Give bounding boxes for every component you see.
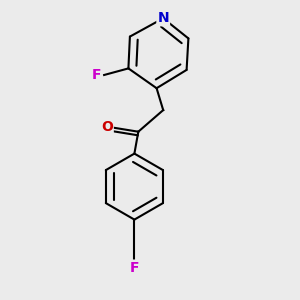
Text: O: O	[101, 120, 113, 134]
Text: F: F	[130, 261, 139, 274]
Text: F: F	[92, 68, 101, 82]
Text: N: N	[158, 11, 169, 25]
